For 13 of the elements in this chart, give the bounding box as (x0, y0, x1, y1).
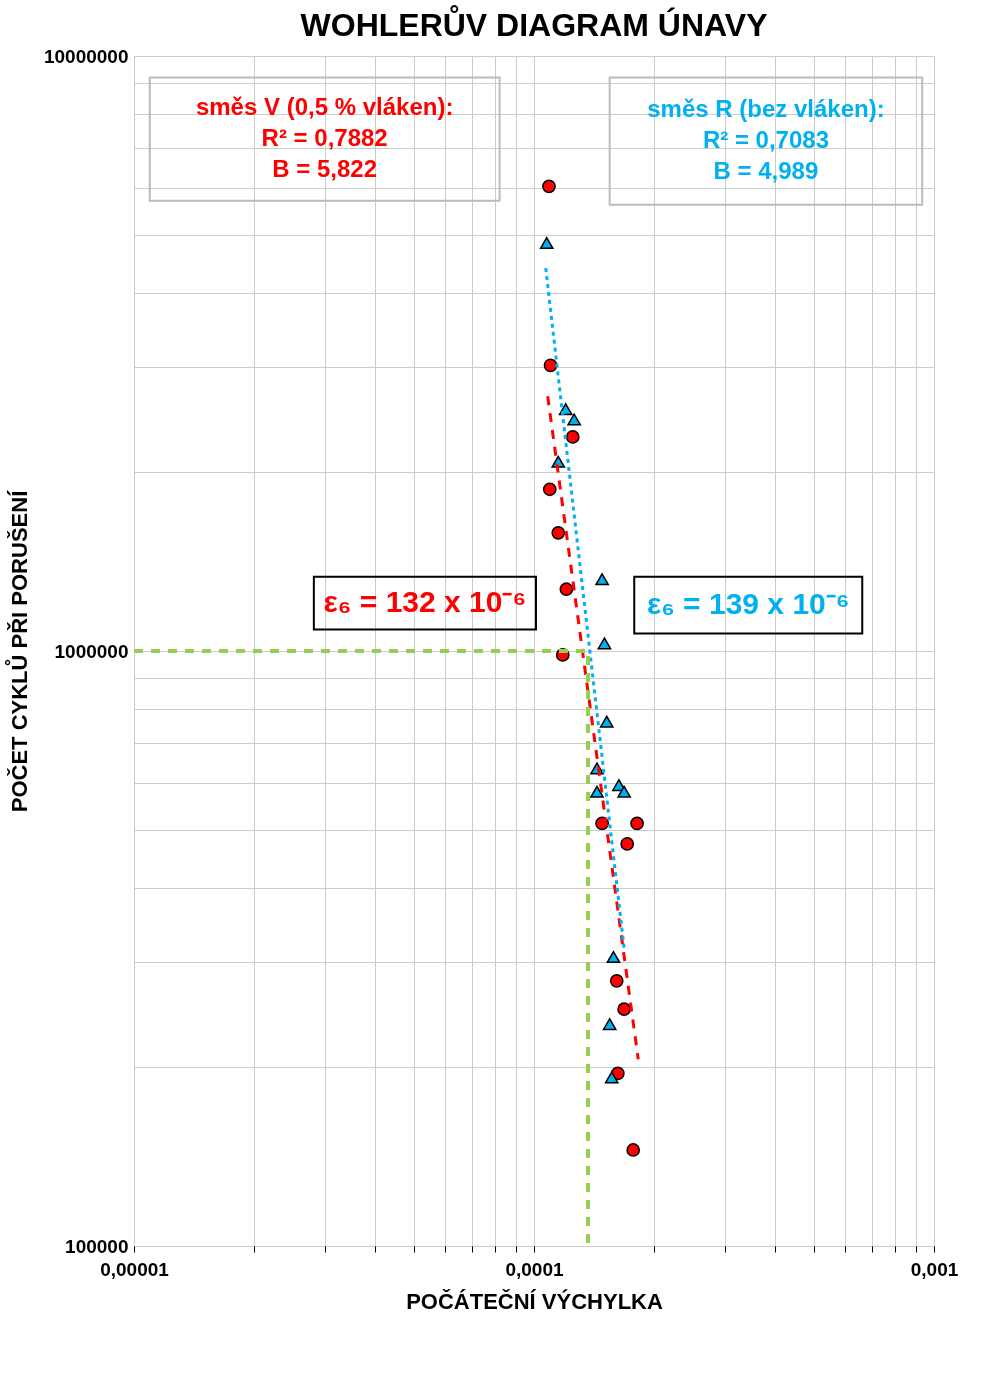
y-tick-label: 10000000 (43, 45, 129, 67)
x-tick-label: 0,001 (910, 1258, 959, 1280)
x-axis-title: POČÁTEČNÍ VÝCHYLKA (406, 1288, 663, 1314)
y-axis-title: POČET CYKLŮ PŘI PORUŠENÍ (3, 489, 32, 813)
annotation: směs R (bez vláken): R² = 0,7083 B = 4,989 (647, 94, 885, 185)
y-tick-label: 100000 (65, 1235, 129, 1257)
y-tick-label: 1000000 (54, 640, 129, 662)
x-tick-label: 0,00001 (100, 1258, 170, 1280)
chart-title: WOHLERŮV DIAGRAM ÚNAVY (300, 5, 768, 43)
annotation: ε₆ = 132 x 10⁻⁶ (323, 585, 527, 619)
annotation: směs V (0,5 % vláken): R² = 0,7882 B = 5,822 (195, 92, 454, 183)
annotation: ε₆ = 139 x 10⁻⁶ (646, 587, 850, 620)
x-tick-label: 0,0001 (505, 1258, 564, 1280)
